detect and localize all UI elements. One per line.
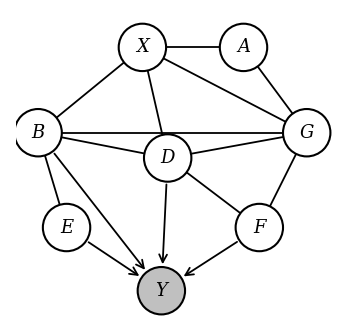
Text: F: F bbox=[253, 219, 266, 236]
Text: Y: Y bbox=[156, 282, 167, 300]
Circle shape bbox=[220, 24, 267, 71]
Text: B: B bbox=[32, 124, 45, 142]
Circle shape bbox=[236, 204, 283, 251]
Circle shape bbox=[144, 134, 191, 182]
Text: A: A bbox=[237, 39, 250, 56]
Circle shape bbox=[138, 267, 185, 314]
Circle shape bbox=[43, 204, 90, 251]
Circle shape bbox=[14, 109, 62, 156]
Text: X: X bbox=[136, 39, 149, 56]
Circle shape bbox=[283, 109, 330, 156]
Text: E: E bbox=[60, 219, 73, 236]
Text: D: D bbox=[160, 149, 175, 167]
Circle shape bbox=[119, 24, 166, 71]
Text: G: G bbox=[300, 124, 314, 142]
